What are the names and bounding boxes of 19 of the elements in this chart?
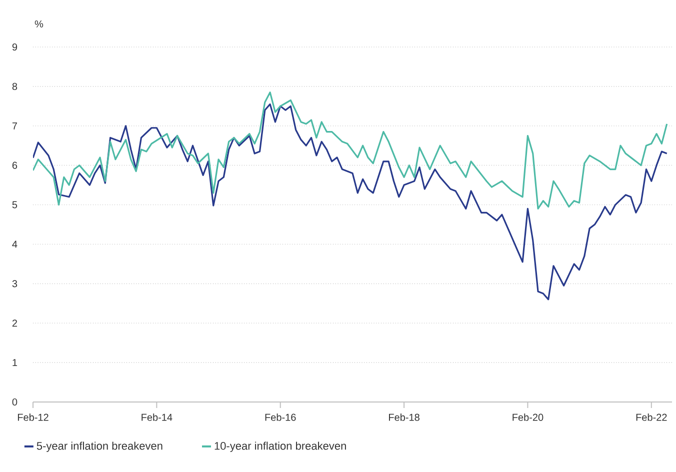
legend-label: 5-year inflation breakeven bbox=[36, 442, 162, 452]
y-axis-title: % bbox=[34, 20, 44, 28]
x-tick-label: Feb-12 bbox=[18, 414, 48, 421]
y-tick-label: 6 bbox=[12, 162, 18, 169]
y-tick-label: 5 bbox=[12, 201, 18, 208]
legend-label: 10-year inflation breakeven bbox=[214, 442, 346, 452]
y-tick-label: 4 bbox=[12, 240, 18, 248]
x-tick-label: Feb-22 bbox=[636, 414, 667, 421]
y-tick-label: 0 bbox=[12, 398, 18, 406]
x-tick-label: Feb-14 bbox=[142, 414, 172, 421]
x-tick-label: Feb-16 bbox=[265, 414, 296, 421]
x-tick-label: Feb-18 bbox=[389, 414, 420, 421]
y-tick-label: 3 bbox=[12, 280, 18, 288]
x-tick-label: Feb-20 bbox=[512, 414, 544, 421]
y-tick-label: 7 bbox=[12, 122, 18, 130]
y-tick-label: 8 bbox=[12, 82, 18, 90]
y-tick-label: 9 bbox=[12, 43, 18, 51]
y-tick-label: 1 bbox=[12, 359, 18, 366]
y-tick-label: 2 bbox=[12, 320, 18, 327]
